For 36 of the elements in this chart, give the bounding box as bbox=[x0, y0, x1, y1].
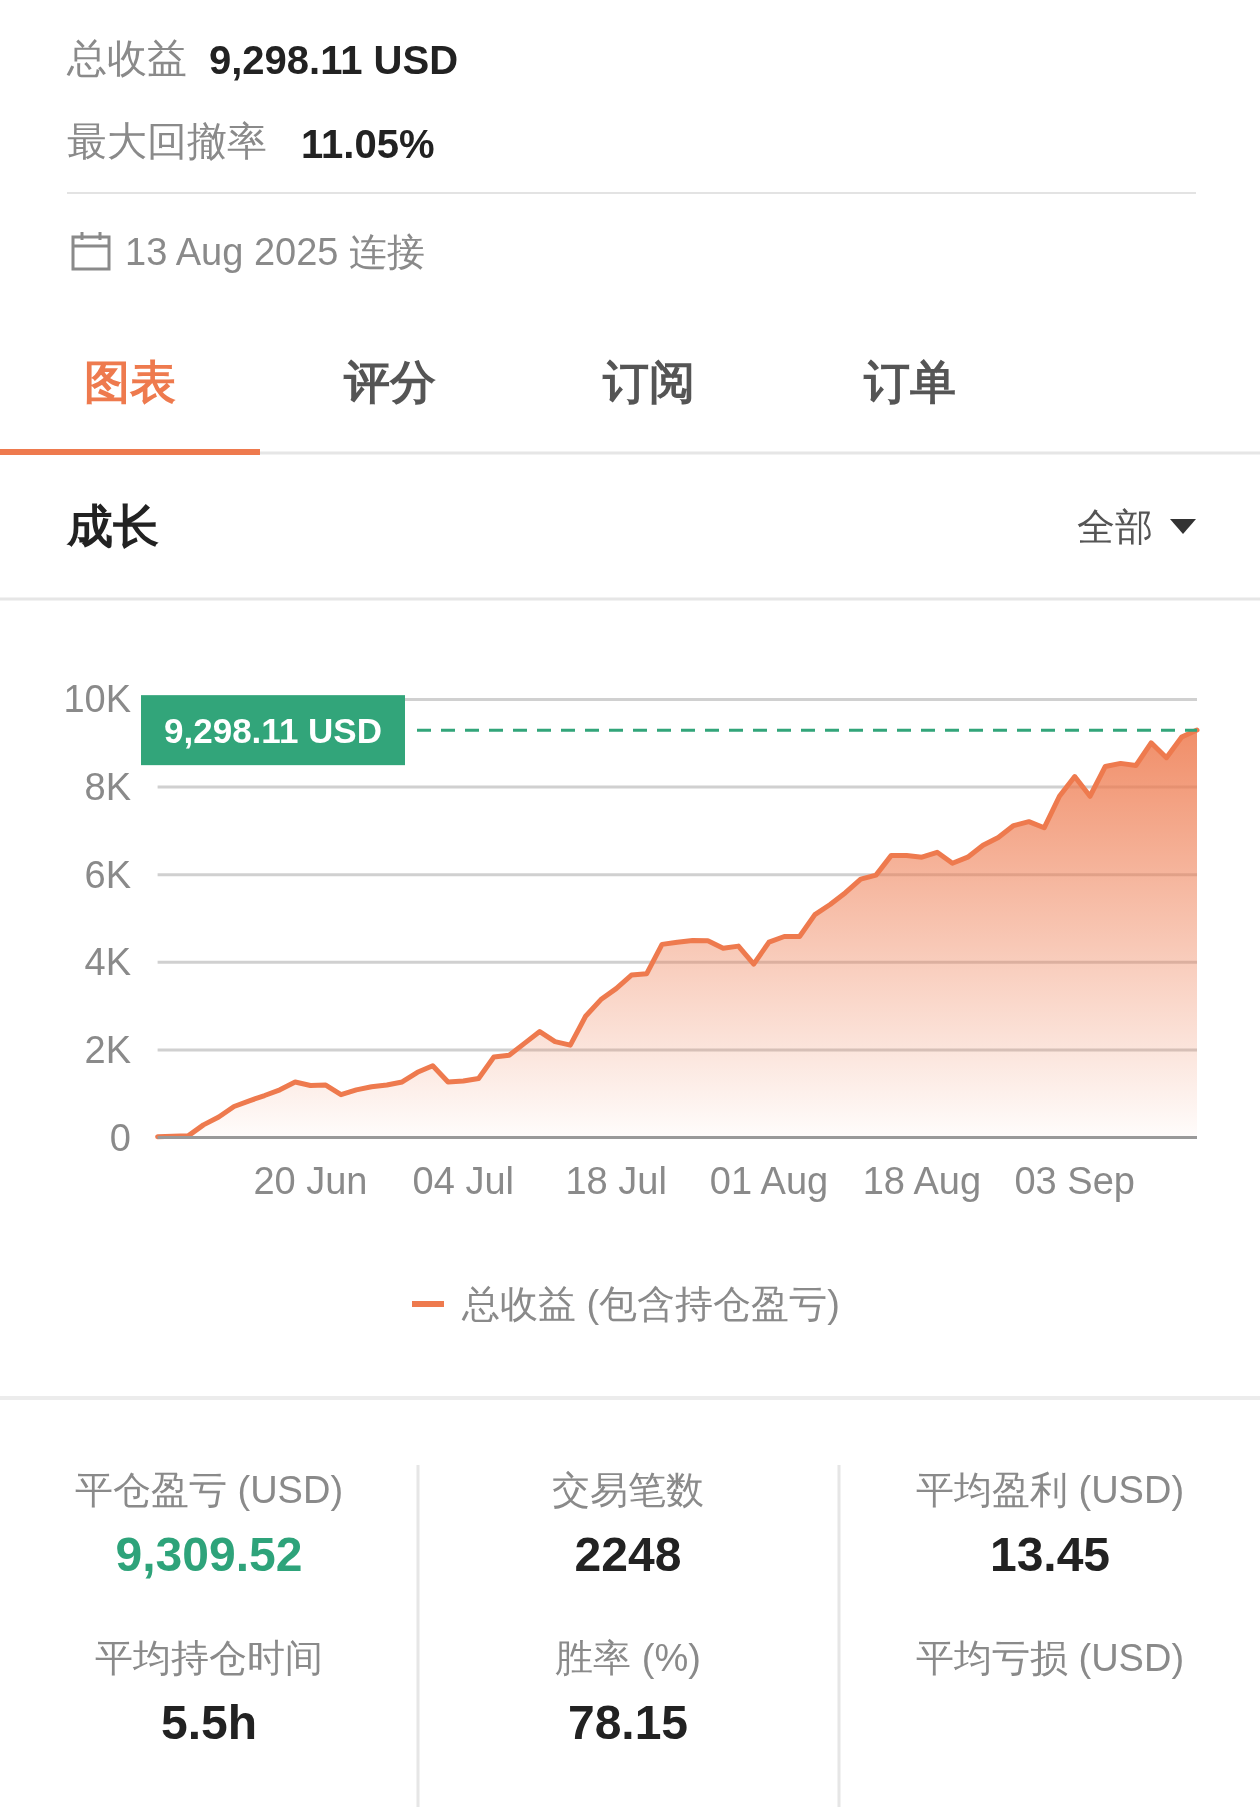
text: 订单 bbox=[863, 356, 956, 408]
text: 平均盈利 (USD) bbox=[915, 1469, 1185, 1511]
text: 平均亏损 (USD) bbox=[915, 1637, 1185, 1679]
text: 2248 bbox=[574, 1527, 682, 1581]
x-tick-label: 18 Jul bbox=[565, 1160, 667, 1202]
text: 9,298.11 USD bbox=[209, 38, 459, 82]
text: 5.5h bbox=[160, 1695, 258, 1749]
text: 订阅 bbox=[602, 356, 695, 408]
x-tick-label: 01 Aug bbox=[709, 1160, 829, 1202]
y-tick-label: 4K bbox=[84, 941, 131, 984]
y-tick-label: 8K bbox=[84, 766, 131, 809]
text: 全部 bbox=[1077, 506, 1153, 548]
text: 13 Aug 2025 连接 bbox=[125, 231, 425, 273]
text: 11.05% bbox=[301, 122, 435, 166]
text: 图表 bbox=[84, 356, 176, 408]
y-tick-label: 6K bbox=[84, 853, 131, 896]
x-tick-label: 18 Aug bbox=[862, 1160, 982, 1202]
text: 78.15 bbox=[567, 1695, 689, 1749]
x-tick-label: 04 Jul bbox=[412, 1160, 515, 1202]
text: 最大回撤率 bbox=[67, 119, 267, 163]
text: 13.45 bbox=[989, 1527, 1111, 1581]
text: 交易笔数 bbox=[552, 1469, 704, 1511]
x-tick-label: 03 Sep bbox=[1014, 1160, 1135, 1202]
text: 总收益 bbox=[66, 36, 187, 80]
ref-line-label: 9,298.11 USD bbox=[164, 710, 382, 750]
chart-title: 成长 bbox=[66, 500, 159, 552]
y-tick-label: 2K bbox=[84, 1028, 131, 1071]
text: 平仓盈亏 (USD) bbox=[74, 1469, 344, 1511]
text: 平均持仓时间 bbox=[95, 1637, 323, 1679]
text: 9,309.52 bbox=[115, 1527, 303, 1581]
text: 评分 bbox=[343, 356, 436, 408]
legend-label: 总收益 (包含持仓盈亏) bbox=[461, 1283, 840, 1325]
text: 胜率 (%) bbox=[555, 1637, 701, 1679]
y-tick-label: 0 bbox=[109, 1116, 131, 1159]
x-tick-label: 20 Jun bbox=[253, 1160, 368, 1202]
y-tick-label: 10K bbox=[63, 678, 131, 721]
